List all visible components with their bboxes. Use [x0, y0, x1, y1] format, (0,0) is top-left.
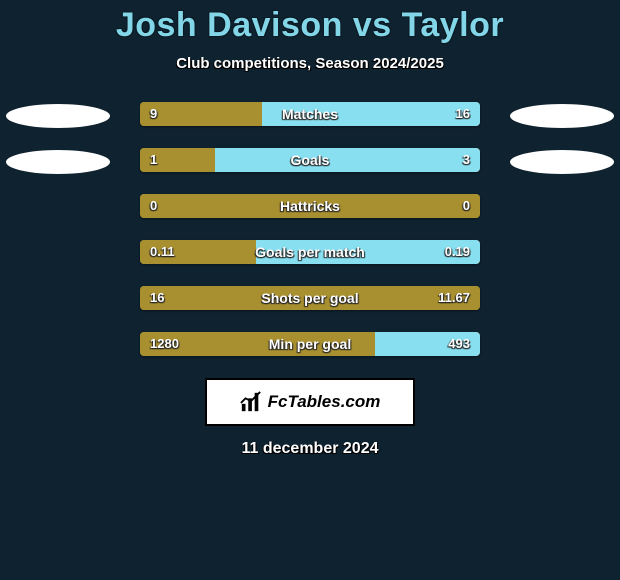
badge-text: FcTables.com	[268, 392, 381, 412]
stat-row: 916Matches	[0, 102, 620, 130]
stat-bar-right	[215, 148, 480, 172]
stat-bar-left	[140, 240, 256, 264]
page-title: Josh Davison vs Taylor	[0, 0, 620, 45]
stat-row: 1611.67Shots per goal	[0, 286, 620, 314]
comparison-rows: 916Matches 13Goals 00Hattricks 0.110.19Goal…	[0, 102, 620, 360]
stat-bar-right	[256, 240, 480, 264]
stat-row: 00Hattricks	[0, 194, 620, 222]
source-badge: FcTables.com	[205, 378, 415, 426]
stat-bar-left	[140, 332, 375, 356]
stat-bar: 1280493Min per goal	[140, 332, 480, 356]
player-right-marker	[510, 150, 614, 174]
stat-row: 1280493Min per goal	[0, 332, 620, 360]
date-label: 11 december 2024	[0, 440, 620, 458]
stat-bar: 13Goals	[140, 148, 480, 172]
player-left-marker	[6, 104, 110, 128]
stat-bar-left	[140, 102, 262, 126]
player-left-marker	[6, 150, 110, 174]
stat-bar: 916Matches	[140, 102, 480, 126]
stat-bar-left	[140, 286, 480, 310]
stat-bar-left	[140, 194, 480, 218]
stat-bar-right	[375, 332, 480, 356]
stat-row: 13Goals	[0, 148, 620, 176]
player-right-marker	[510, 104, 614, 128]
subtitle: Club competitions, Season 2024/2025	[0, 55, 620, 72]
stat-bar: 1611.67Shots per goal	[140, 286, 480, 310]
stat-bar-left	[140, 148, 215, 172]
stat-row: 0.110.19Goals per match	[0, 240, 620, 268]
stat-bar: 0.110.19Goals per match	[140, 240, 480, 264]
chart-icon	[240, 391, 262, 413]
stat-bar-right	[262, 102, 480, 126]
stat-bar: 00Hattricks	[140, 194, 480, 218]
